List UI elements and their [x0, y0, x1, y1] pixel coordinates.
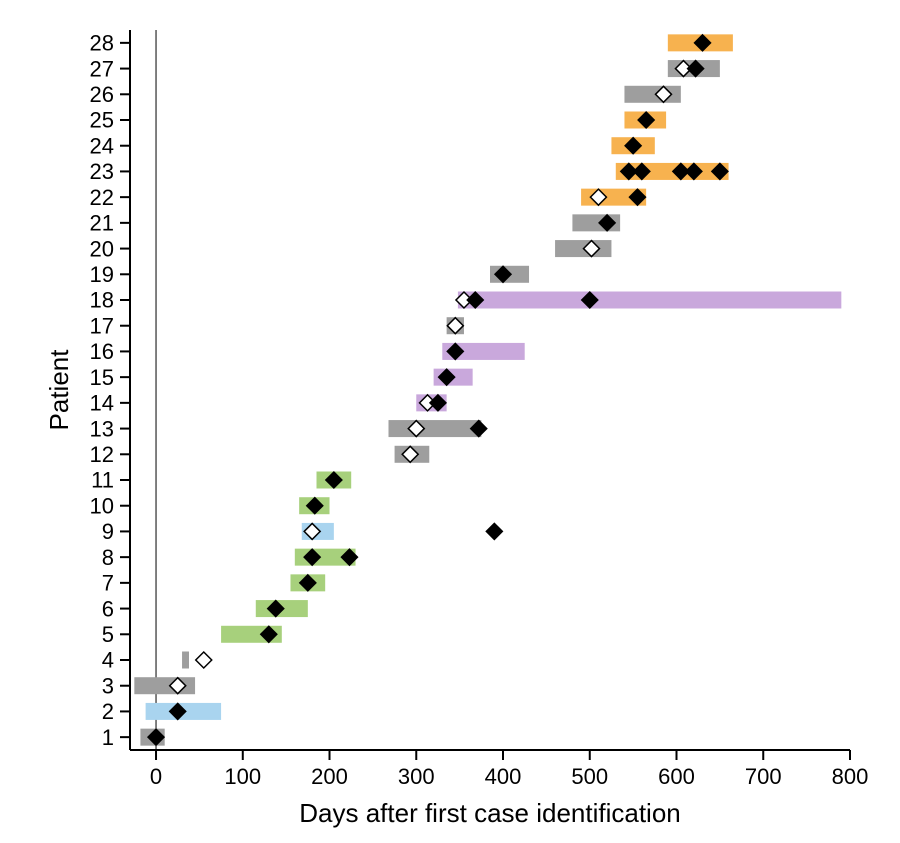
y-tick-label: 19: [90, 262, 114, 287]
y-tick-label: 16: [90, 339, 114, 364]
y-tick-label: 18: [90, 288, 114, 313]
y-tick-label: 10: [90, 493, 114, 518]
x-tick-label: 700: [745, 764, 782, 789]
y-tick-label: 20: [90, 236, 114, 261]
x-tick-label: 400: [485, 764, 522, 789]
y-tick-label: 4: [102, 648, 114, 673]
timeline-bar: [458, 292, 841, 309]
y-tick-label: 22: [90, 185, 114, 210]
y-tick-label: 24: [90, 133, 114, 158]
y-tick-label: 12: [90, 442, 114, 467]
x-tick-label: 300: [398, 764, 435, 789]
y-tick-label: 26: [90, 82, 114, 107]
timeline-bar: [389, 420, 482, 437]
y-tick-label: 7: [102, 571, 114, 596]
chart-container: 0100200300400500600700800123456789101112…: [0, 0, 900, 843]
x-tick-label: 200: [311, 764, 348, 789]
y-tick-label: 28: [90, 31, 114, 56]
y-tick-label: 8: [102, 545, 114, 570]
x-tick-label: 600: [658, 764, 695, 789]
y-tick-label: 5: [102, 622, 114, 647]
y-tick-label: 3: [102, 673, 114, 698]
y-axis-label: Patient: [44, 349, 74, 431]
y-tick-label: 23: [90, 159, 114, 184]
y-tick-label: 21: [90, 211, 114, 236]
y-tick-label: 17: [90, 313, 114, 338]
timeline-bar: [182, 652, 189, 669]
x-tick-label: 800: [832, 764, 869, 789]
y-tick-label: 1: [102, 725, 114, 750]
timeline-chart: 0100200300400500600700800123456789101112…: [0, 0, 900, 843]
x-tick-label: 500: [571, 764, 608, 789]
y-tick-label: 25: [90, 108, 114, 133]
y-tick-label: 11: [91, 468, 114, 493]
y-tick-label: 13: [90, 416, 114, 441]
x-tick-label: 100: [224, 764, 261, 789]
x-axis-label: Days after first case identification: [299, 798, 681, 828]
y-tick-label: 9: [102, 519, 114, 544]
y-tick-label: 2: [102, 699, 114, 724]
y-tick-label: 14: [90, 391, 114, 416]
y-tick-label: 15: [90, 365, 114, 390]
y-tick-label: 27: [90, 56, 114, 81]
x-tick-label: 0: [150, 764, 162, 789]
y-tick-label: 6: [102, 596, 114, 621]
